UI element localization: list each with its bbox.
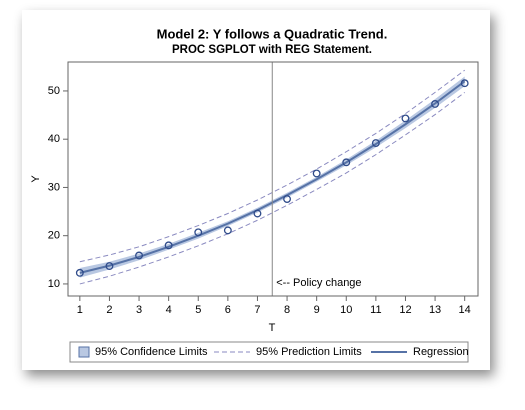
data-point xyxy=(283,195,292,203)
legend-box xyxy=(69,341,469,363)
data-point xyxy=(460,79,469,88)
x-tick-label: 7 xyxy=(254,304,260,316)
y-tick-label: 10 xyxy=(48,278,60,290)
x-tick-label: 14 xyxy=(459,304,471,316)
legend-label: 95% Prediction Limits xyxy=(256,346,362,358)
prediction-upper xyxy=(79,69,465,263)
x-tick-label: 2 xyxy=(106,304,112,316)
data-point xyxy=(401,114,410,123)
x-tick-label: 12 xyxy=(399,304,411,316)
x-tick-label: 5 xyxy=(195,304,201,316)
prediction-lower xyxy=(79,91,465,285)
data-point xyxy=(164,241,173,250)
data-point xyxy=(342,158,351,167)
data-point xyxy=(135,251,143,260)
plot-frame xyxy=(67,61,479,297)
y-tick-label: 40 xyxy=(48,133,60,145)
data-point xyxy=(194,228,203,237)
y-tick-label: 30 xyxy=(48,181,60,193)
legend-label: Regression xyxy=(413,346,469,358)
x-tick-label: 11 xyxy=(370,304,381,316)
frame xyxy=(22,10,490,370)
reference-label: <-- Policy change xyxy=(276,277,361,289)
y-tick-label: 50 xyxy=(48,85,60,97)
chart-title: Model 2: Y follows a Quadratic Trend. xyxy=(157,26,388,41)
x-tick-label: 8 xyxy=(284,304,290,316)
x-tick-label: 3 xyxy=(136,304,142,316)
data-point xyxy=(371,139,380,148)
data-point xyxy=(223,226,232,235)
x-tick-label: 10 xyxy=(340,304,352,316)
x-tick-label: 6 xyxy=(225,304,231,316)
x-tick-label: 9 xyxy=(314,304,320,316)
x-tick-label: 13 xyxy=(429,304,441,316)
data-point xyxy=(253,209,262,218)
data-point xyxy=(312,169,321,178)
data-point xyxy=(105,262,114,271)
legend-label: 95% Confidence Limits xyxy=(95,346,208,358)
legend-swatch xyxy=(78,346,90,358)
x-tick-label: 4 xyxy=(166,304,172,316)
chart-subtitle: PROC SGPLOT with REG Statement. xyxy=(172,44,372,56)
y-tick-label: 20 xyxy=(48,230,60,242)
data-point xyxy=(431,100,440,108)
y-axis-label: Y xyxy=(30,175,42,183)
data-point xyxy=(75,268,84,277)
x-tick-label: 1 xyxy=(77,304,83,316)
x-axis-label: T xyxy=(269,322,276,334)
